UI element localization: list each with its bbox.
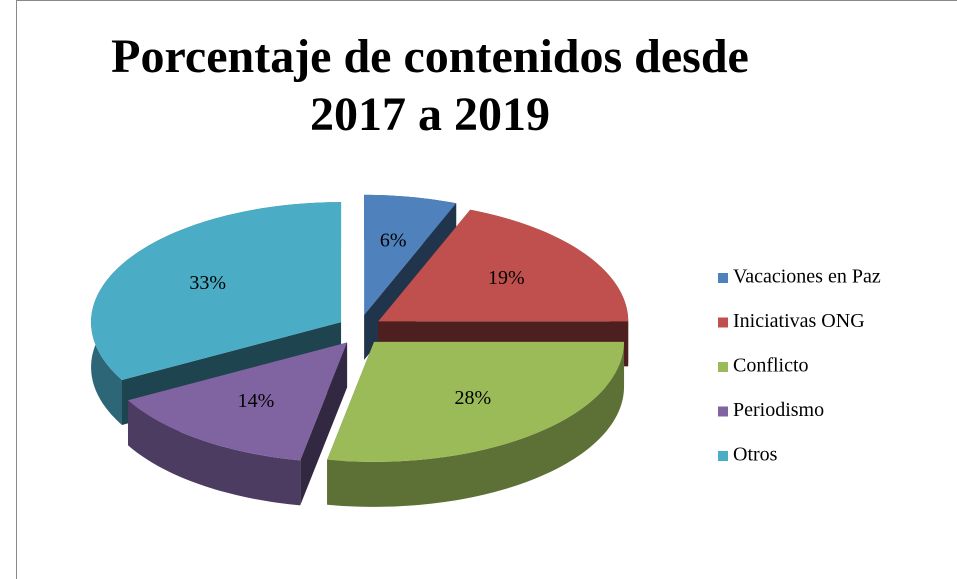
chart-title: Porcentaje de contenidos desde 2017 a 20…	[111, 30, 749, 141]
data-label: 19%	[488, 267, 525, 289]
data-label: 14%	[238, 390, 275, 412]
chart-frame	[16, 0, 957, 579]
data-label: 33%	[189, 272, 226, 294]
slice-side	[300, 342, 348, 506]
slice	[127, 342, 348, 461]
legend-swatch	[718, 451, 728, 461]
slice-side	[327, 341, 625, 507]
legend-label: Iniciativas ONG	[733, 310, 865, 332]
slice-side	[127, 400, 301, 506]
legend-label: Otros	[733, 444, 778, 466]
slice	[327, 341, 625, 462]
slice	[378, 209, 629, 322]
data-label: 6%	[380, 229, 407, 251]
slice	[364, 194, 457, 315]
legend-swatch	[718, 273, 728, 283]
legend-label: Periodismo	[733, 399, 824, 421]
legend-label: Vacaciones en Paz	[733, 266, 881, 288]
slice	[91, 202, 342, 380]
legend-swatch	[718, 406, 728, 417]
legend-swatch	[718, 317, 728, 328]
legend-label: Conflicto	[733, 355, 809, 377]
legend-swatch	[718, 362, 728, 372]
data-label: 28%	[454, 387, 491, 409]
